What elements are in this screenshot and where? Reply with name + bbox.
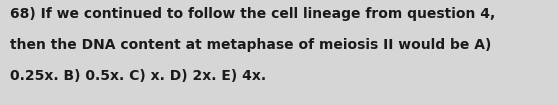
Text: 0.25x. B) 0.5x. C) x. D) 2x. E) 4x.: 0.25x. B) 0.5x. C) x. D) 2x. E) 4x. <box>10 69 266 83</box>
Text: then the DNA content at metaphase of meiosis II would be A): then the DNA content at metaphase of mei… <box>10 38 492 52</box>
Text: 68) If we continued to follow the cell lineage from question 4,: 68) If we continued to follow the cell l… <box>10 7 496 21</box>
